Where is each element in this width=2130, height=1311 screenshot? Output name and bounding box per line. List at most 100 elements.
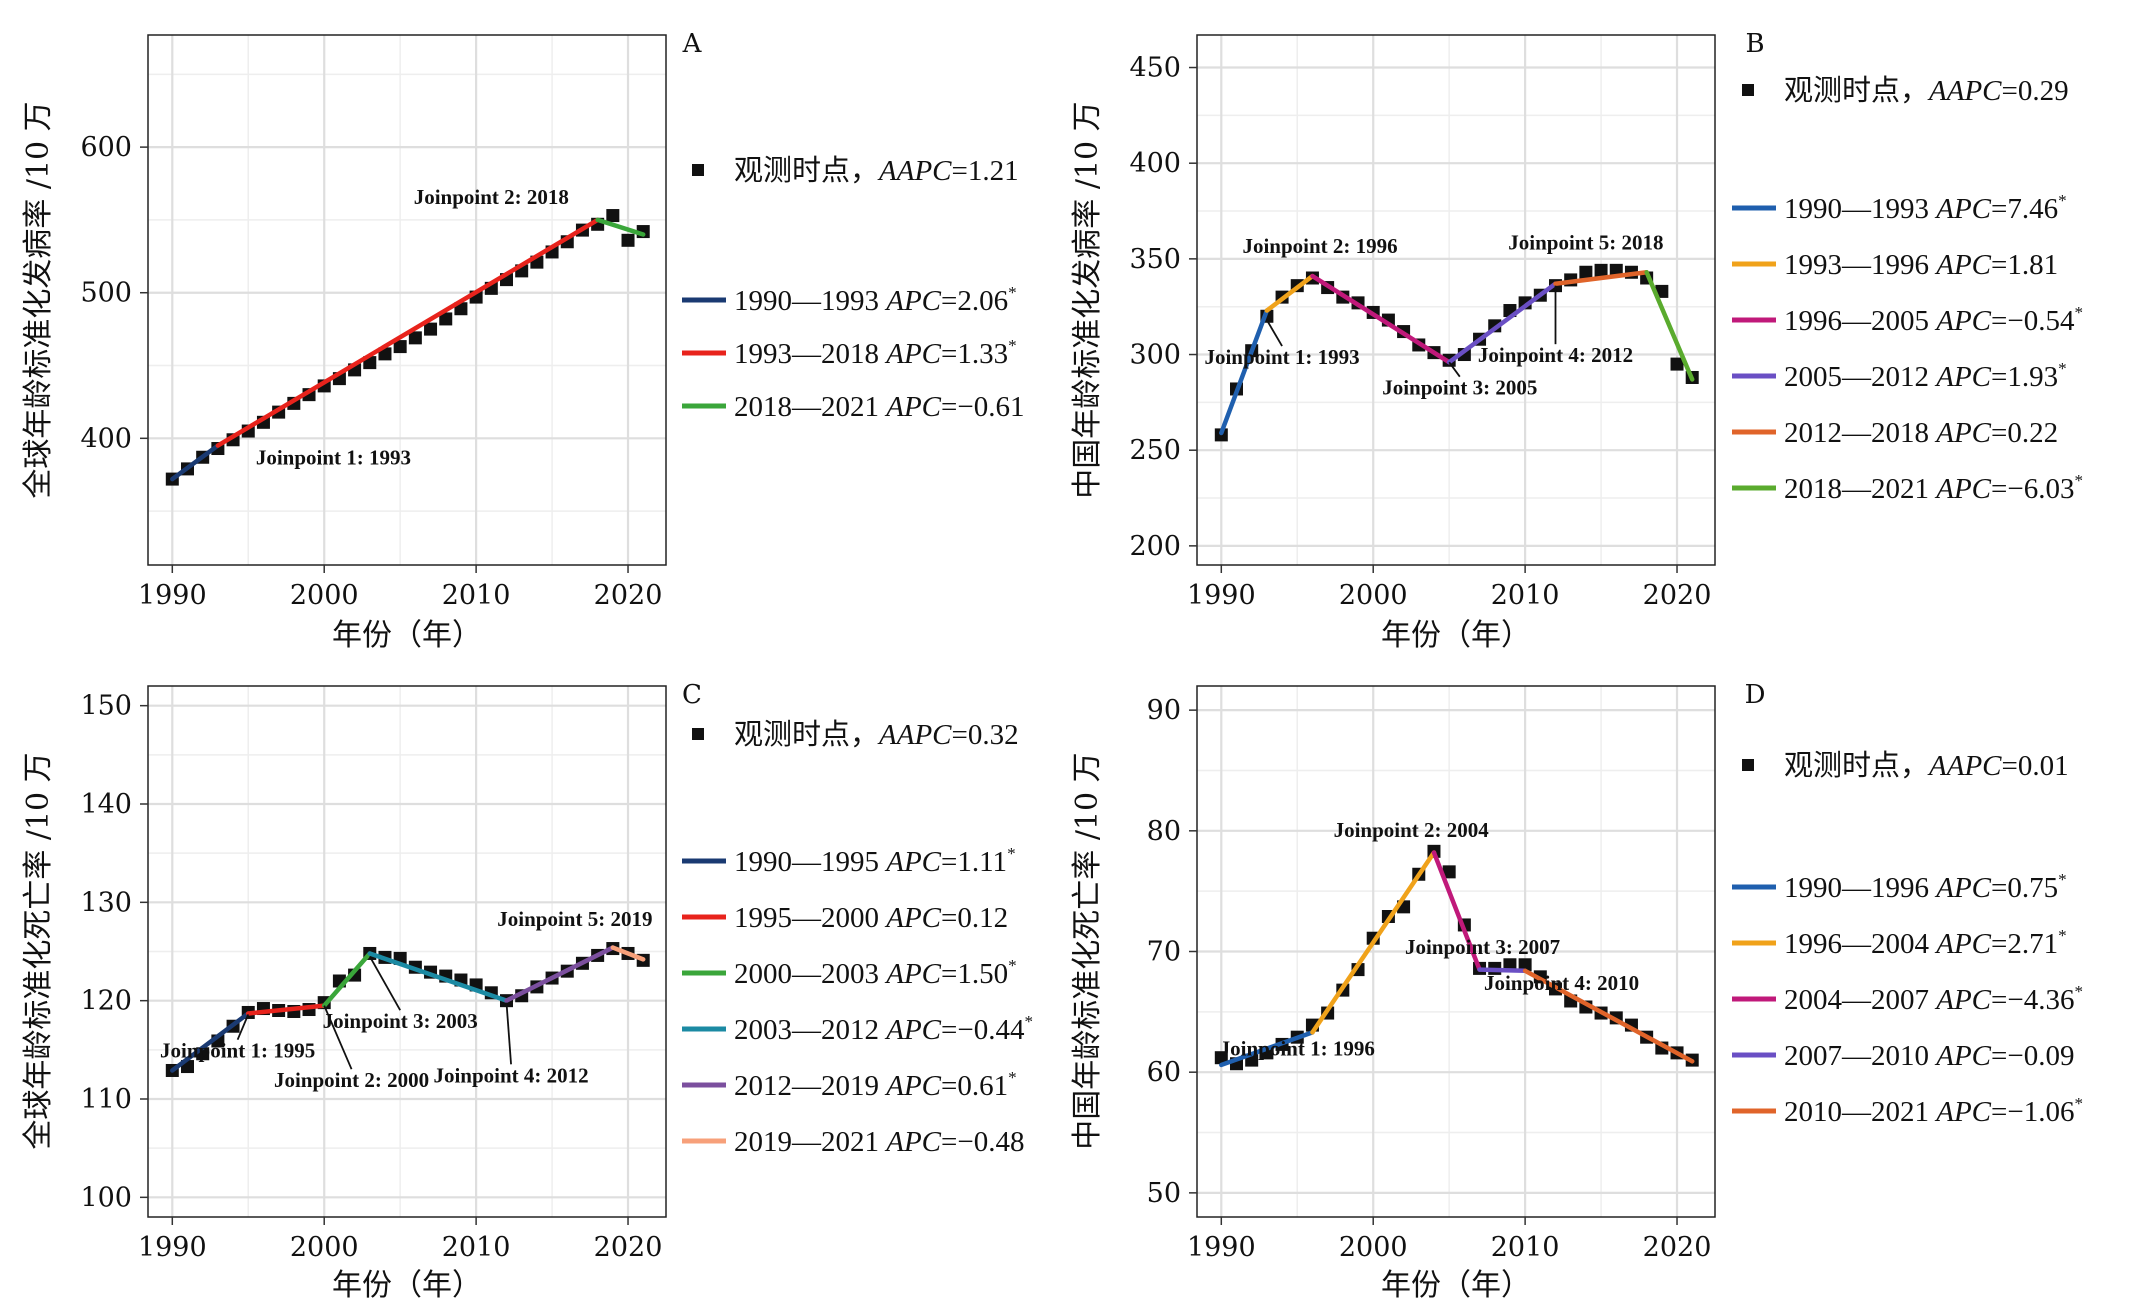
y-tick-label: 600: [80, 132, 132, 163]
segment-line: [1219, 308, 1270, 436]
legend-segment-label: 1993—2018 APC=1.33*: [734, 336, 1017, 370]
legend-stat-value: =−0.09: [1991, 1040, 2074, 1072]
y-tick-label: 110: [80, 1084, 132, 1115]
observed-point: [1442, 865, 1456, 879]
legend-observed-key: [1742, 84, 1754, 96]
x-tick-label: 2000: [1339, 1232, 1408, 1263]
segment-line: [246, 1003, 327, 1016]
x-tick-label: 2010: [442, 1232, 511, 1263]
segment-line: [321, 951, 373, 1008]
legend-segment-label: 2007—2010 APC=−0.09: [1784, 1040, 2075, 1072]
y-tick-label: 70: [1147, 937, 1181, 968]
y-tick-label: 200: [1129, 531, 1181, 562]
joinpoint-label: Joinpoint 3: 2003: [323, 1009, 478, 1033]
legend-stat-value: =0.32: [952, 719, 1019, 751]
legend-years: 2003—2012: [734, 1014, 886, 1046]
legend-stat-name: APC: [1934, 361, 1991, 393]
observed-point: [606, 209, 620, 223]
legend-observed-key: [692, 728, 704, 740]
segment-line: [1219, 1030, 1315, 1068]
x-tick-label: 2020: [1643, 1232, 1712, 1263]
legend-stat-value: =0.61: [941, 1070, 1008, 1102]
x-tick-label: 2020: [594, 1232, 663, 1263]
legend-stat-name: AAPC: [1927, 750, 2002, 782]
legend-segment-label: 2018—2021 APC=−6.03*: [1784, 471, 2083, 505]
segment-line: [1264, 273, 1315, 313]
gridlines: [148, 35, 666, 565]
legend-stat-name: APC: [1934, 984, 1991, 1016]
legend-significance-star: *: [1008, 956, 1017, 975]
legend-years: 1990—1995: [734, 846, 886, 878]
joinpoint-label: Joinpoint 1: 1996: [1220, 1036, 1375, 1060]
legend-segment-label: 2018—2021 APC=−0.61: [734, 391, 1025, 423]
joinpoint-label: Joinpoint 2: 2004: [1334, 818, 1490, 842]
panel-letter: D: [1745, 680, 1766, 710]
legend-stat-name: APC: [884, 846, 941, 878]
joinpoint-label: Joinpoint 2: 1996: [1242, 234, 1397, 258]
legend-stat-value: =−0.44: [941, 1014, 1025, 1046]
joinpoint-label: Joinpoint 4: 2010: [1484, 971, 1639, 995]
legend-segment-label: 2012—2018 APC=0.22: [1784, 417, 2058, 449]
legend-stat-value: =2.06: [941, 285, 1008, 317]
legend-significance-star: *: [2058, 359, 2067, 378]
fitted-segments: [1219, 850, 1695, 1068]
y-tick-label: 500: [80, 278, 132, 309]
legend-segment-label: 1990—1996 APC=0.75*: [1784, 870, 2067, 904]
y-tick-label: 150: [80, 691, 132, 722]
legend-significance-star: *: [1008, 1068, 1017, 1087]
legend-years: 2004—2007: [1784, 984, 1936, 1016]
y-tick-label: 350: [1129, 244, 1181, 275]
legend-stat-value: =0.75: [1991, 872, 2058, 904]
y-tick-label: 400: [80, 423, 132, 454]
segment-line: [1553, 270, 1649, 286]
legend-stat-name: APC: [1934, 928, 1991, 960]
panel-letter: B: [1745, 29, 1764, 59]
legend-years: 2018—2021: [1784, 473, 1936, 505]
gridlines: [148, 686, 666, 1217]
joinpoint-label: Joinpoint 2: 2000: [274, 1068, 429, 1092]
legend-stat-value: =−4.36: [1991, 984, 2074, 1016]
legend-stat-value: =0.29: [2002, 75, 2069, 107]
x-axis-title: 年份（年）: [332, 1268, 482, 1303]
segment-line: [215, 217, 600, 448]
observed-point: [1670, 357, 1684, 371]
legend-segment-label: 1990—1995 APC=1.11*: [734, 844, 1016, 878]
legend-stat-value: =1.50: [941, 958, 1008, 990]
joinpoint-labels: Joinpoint 1: 1996 Joinpoint 2: 2004 Joinpo…: [1220, 818, 1640, 1060]
joinpoint-leader: [323, 1005, 353, 1070]
joinpoint-labels: Joinpoint 1: 1993 Joinpoint 2: 1996 Joinpo…: [1204, 230, 1663, 399]
legend-significance-star: *: [1025, 1012, 1034, 1031]
segment-line: [595, 217, 646, 237]
legend-observed-label: 观测时点，AAPC=0.32: [734, 718, 1019, 751]
observed-point: [439, 312, 453, 326]
y-tick-label: 300: [1129, 340, 1181, 371]
fitted-segments: [1219, 270, 1695, 436]
joinpoint-label: Joinpoint 5: 2018: [1508, 230, 1663, 254]
x-axis-title: 年份（年）: [332, 618, 482, 653]
legend-years: 1995—2000: [734, 902, 886, 934]
legend-stat-value: =2.71: [1991, 928, 2058, 960]
legend-years: 1990—1993: [1784, 193, 1936, 225]
legend-stat-name: APC: [884, 1070, 941, 1102]
legend-stat-value: =0.12: [941, 902, 1008, 934]
x-tick-label: 2010: [442, 580, 511, 611]
y-tick-label: 130: [80, 887, 132, 918]
legend-segment-label: 1996—2005 APC=−0.54*: [1784, 303, 2083, 337]
y-axis-title: 中国年龄标准化发病率 /10 万: [1070, 101, 1105, 498]
legend-segment-label: 2003—2012 APC=−0.44*: [734, 1012, 1033, 1046]
legend-years: 1996—2005: [1784, 305, 1936, 337]
legend-significance-star: *: [2058, 926, 2067, 945]
x-tick-label: 2000: [1339, 580, 1408, 611]
y-tick-label: 60: [1147, 1057, 1181, 1088]
legend-stat-name: APC: [1934, 872, 1991, 904]
x-tick-label: 2000: [290, 1232, 359, 1263]
y-tick-label: 80: [1147, 816, 1181, 847]
segment-line: [1522, 968, 1695, 1064]
segment-line: [1446, 281, 1558, 365]
segment-line: [610, 945, 646, 962]
legend-stat-value: =1.11: [941, 846, 1007, 878]
y-tick-label: 250: [1129, 435, 1181, 466]
